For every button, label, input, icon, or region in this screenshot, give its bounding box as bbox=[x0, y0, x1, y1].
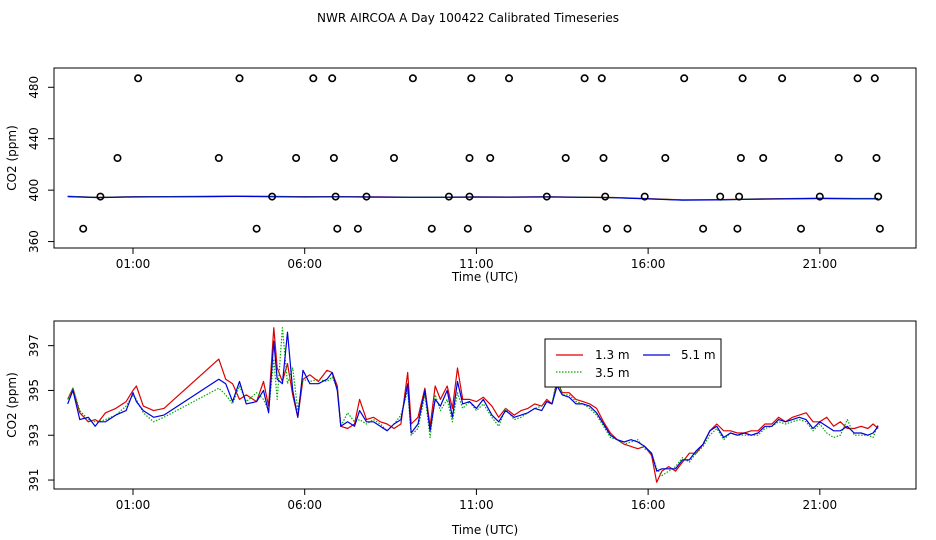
scatter-point bbox=[463, 224, 472, 233]
scatter-point bbox=[467, 74, 476, 83]
scatter-point bbox=[623, 224, 632, 233]
scatter-point bbox=[716, 192, 725, 201]
scatter-point bbox=[362, 192, 371, 201]
legend: 1.3 m 3.5 m 5.1 m bbox=[544, 338, 722, 388]
scatter-point bbox=[333, 224, 342, 233]
top-x-tick-label: 01:00 bbox=[116, 257, 151, 271]
top-y-tick-label: 400 bbox=[27, 179, 41, 202]
scatter-point bbox=[465, 154, 474, 163]
bottom-y-tick-label: 395 bbox=[27, 379, 41, 402]
top-y-axis-label: CO2 (ppm) bbox=[5, 125, 19, 191]
scatter-point bbox=[699, 224, 708, 233]
scatter-point bbox=[875, 224, 884, 233]
scatter-point bbox=[486, 154, 495, 163]
scatter-point bbox=[601, 192, 610, 201]
scatter-point bbox=[523, 224, 532, 233]
scatter-point bbox=[815, 192, 824, 201]
top-x-tick-label: 11:00 bbox=[459, 257, 494, 271]
legend-label-1-3m: 1.3 m bbox=[595, 348, 630, 362]
top-y-tick-label: 360 bbox=[27, 230, 41, 253]
scatter-point bbox=[353, 224, 362, 233]
scatter-point bbox=[680, 74, 689, 83]
bottom-series-line-3-5m bbox=[67, 327, 879, 477]
scatter-point bbox=[252, 224, 261, 233]
bottom-plot-frame bbox=[53, 320, 917, 490]
scatter-point bbox=[735, 192, 744, 201]
scatter-point bbox=[597, 74, 606, 83]
scatter-point bbox=[331, 192, 340, 201]
top-x-tick-label: 21:00 bbox=[803, 257, 838, 271]
scatter-point bbox=[561, 154, 570, 163]
scatter-point bbox=[874, 192, 883, 201]
scatter-point bbox=[134, 74, 143, 83]
scatter-point bbox=[733, 224, 742, 233]
bottom-x-tick-label: 16:00 bbox=[631, 498, 666, 512]
scatter-point bbox=[504, 74, 513, 83]
top-series-line-5-1m bbox=[67, 195, 879, 201]
bottom-x-axis: 01:00 06:00 11:00 16:00 21:00 bbox=[116, 489, 837, 512]
scatter-point bbox=[214, 154, 223, 163]
scatter-point bbox=[778, 74, 787, 83]
scatter-point bbox=[465, 192, 474, 201]
scatter-point bbox=[328, 74, 337, 83]
scatter-point bbox=[408, 74, 417, 83]
bottom-y-axis-label: CO2 (ppm) bbox=[5, 372, 19, 438]
figure-title: NWR AIRCOA A Day 100422 Calibrated Times… bbox=[317, 11, 619, 25]
scatter-point bbox=[870, 74, 879, 83]
scatter-point bbox=[389, 154, 398, 163]
bottom-x-tick-label: 01:00 bbox=[116, 498, 151, 512]
scatter-point bbox=[96, 192, 105, 201]
top-y-axis: 360 400 440 480 bbox=[27, 76, 54, 253]
bottom-panel: 01:00 06:00 11:00 16:00 21:00 391 393 395 397 T… bbox=[5, 320, 917, 537]
bottom-series-lines bbox=[67, 327, 879, 483]
scatter-point bbox=[580, 74, 589, 83]
bottom-y-tick-label: 391 bbox=[27, 469, 41, 492]
scatter-point bbox=[834, 154, 843, 163]
scatter-point bbox=[872, 154, 881, 163]
scatter-point bbox=[759, 154, 768, 163]
scatter-point bbox=[329, 154, 338, 163]
scatter-point bbox=[292, 154, 301, 163]
top-y-tick-label: 480 bbox=[27, 76, 41, 99]
scatter-point bbox=[640, 192, 649, 201]
bottom-y-axis: 391 393 395 397 bbox=[27, 334, 54, 491]
scatter-point bbox=[113, 154, 122, 163]
top-scatter-points bbox=[79, 74, 884, 233]
legend-label-3-5m: 3.5 m bbox=[595, 366, 630, 380]
scatter-point bbox=[444, 192, 453, 201]
scatter-point bbox=[542, 192, 551, 201]
scatter-point bbox=[309, 74, 318, 83]
bottom-series-line-5-1m bbox=[67, 331, 879, 472]
scatter-point bbox=[268, 192, 277, 201]
top-plot-frame bbox=[53, 67, 917, 249]
top-x-tick-label: 06:00 bbox=[287, 257, 322, 271]
scatter-point bbox=[853, 74, 862, 83]
top-x-axis: 01:00 06:00 11:00 16:00 21:00 bbox=[116, 248, 837, 271]
scatter-point bbox=[427, 224, 436, 233]
bottom-y-tick-label: 393 bbox=[27, 424, 41, 447]
top-series-lines bbox=[67, 195, 879, 201]
scatter-point bbox=[738, 74, 747, 83]
top-y-tick-label: 440 bbox=[27, 127, 41, 150]
bottom-x-tick-label: 11:00 bbox=[459, 498, 494, 512]
top-x-axis-label: Time (UTC) bbox=[451, 270, 518, 284]
legend-label-5-1m: 5.1 m bbox=[681, 348, 716, 362]
scatter-point bbox=[79, 224, 88, 233]
bottom-y-tick-label: 397 bbox=[27, 334, 41, 357]
top-x-tick-label: 16:00 bbox=[631, 257, 666, 271]
scatter-point bbox=[661, 154, 670, 163]
scatter-point bbox=[602, 224, 611, 233]
bottom-x-tick-label: 06:00 bbox=[287, 498, 322, 512]
scatter-point bbox=[736, 154, 745, 163]
legend-box bbox=[544, 338, 722, 388]
bottom-x-tick-label: 21:00 bbox=[803, 498, 838, 512]
scatter-point bbox=[599, 154, 608, 163]
top-panel: 01:00 06:00 11:00 16:00 21:00 360 400 440 480 T… bbox=[5, 67, 917, 284]
scatter-point bbox=[235, 74, 244, 83]
scatter-point bbox=[796, 224, 805, 233]
bottom-x-axis-label: Time (UTC) bbox=[451, 523, 518, 537]
